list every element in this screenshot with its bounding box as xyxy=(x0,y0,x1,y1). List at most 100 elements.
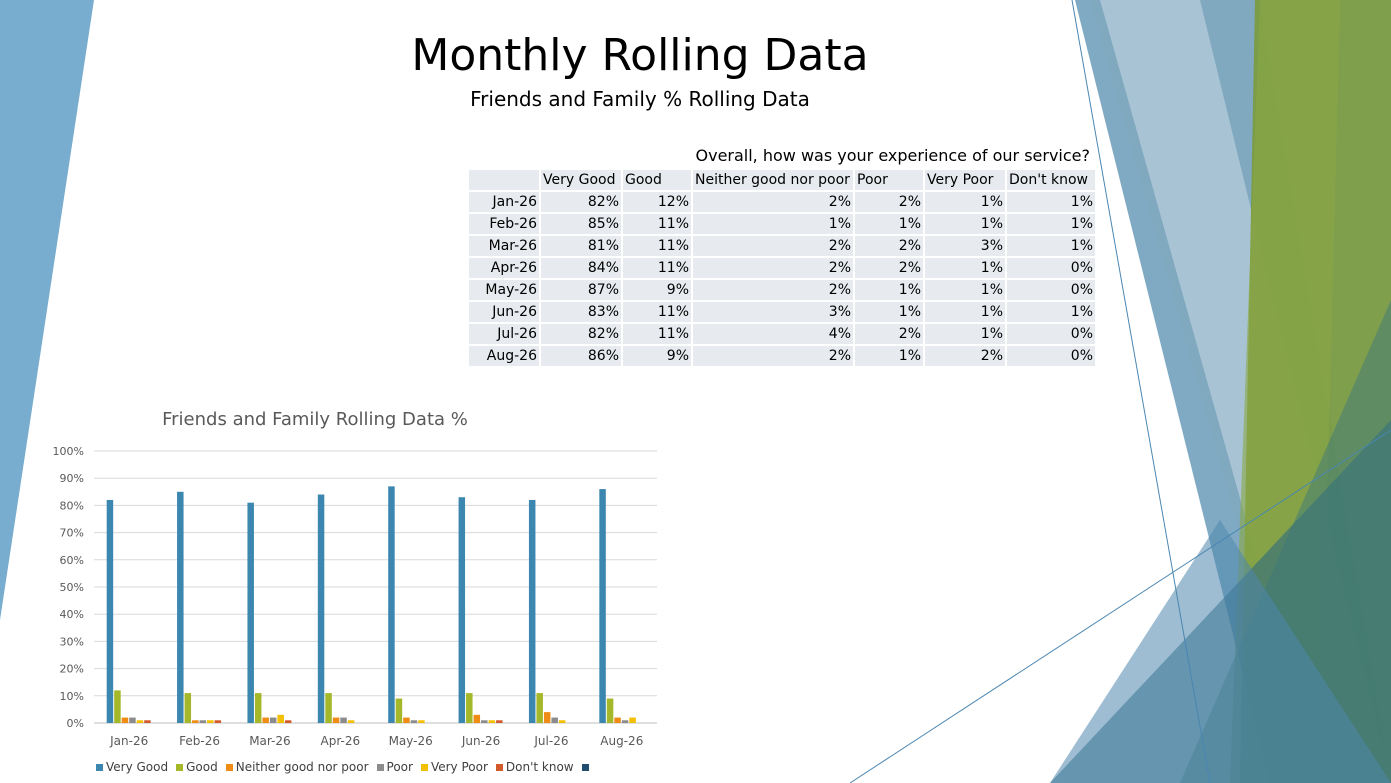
bar-neither-good-nor-poor xyxy=(332,717,340,723)
legend-label: Don't know xyxy=(505,760,574,774)
x-tick-label: Jun-26 xyxy=(461,734,500,748)
bar-neither-good-nor-poor xyxy=(403,717,410,723)
bar-very-poor xyxy=(207,720,214,723)
y-tick-label: 80% xyxy=(60,499,84,512)
value-cell: 1% xyxy=(1007,302,1095,324)
header-cell: Don't know xyxy=(1007,170,1095,192)
legend-swatch xyxy=(420,763,428,771)
x-tick-label: Feb-26 xyxy=(179,734,220,748)
legend-label: Poor xyxy=(386,760,413,774)
bar-don-t-know xyxy=(496,720,503,723)
y-tick-label: 0% xyxy=(67,717,84,730)
y-tick-label: 10% xyxy=(60,690,84,703)
header-cell: Poor xyxy=(855,170,923,192)
bar-very-poor xyxy=(488,720,496,723)
bar-neither-good-nor-poor xyxy=(121,717,129,723)
chart-title: Friends and Family Rolling Data % xyxy=(162,409,468,430)
value-cell: 2% xyxy=(693,258,853,280)
chart-legend: Very Good Good Neither good nor poor Poor Ve… xyxy=(96,760,592,774)
legend-item: Poor xyxy=(376,760,413,774)
table-row: Jun-26 83% 11% 3% 1% 1% 1% xyxy=(469,302,1095,324)
value-cell: 2% xyxy=(693,236,853,258)
month-cell: Jan-26 xyxy=(469,192,539,214)
value-cell: 12% xyxy=(623,192,691,214)
value-cell: 0% xyxy=(1007,346,1095,368)
bar-don-t-know xyxy=(284,720,292,723)
table-row: Mar-26 81% 11% 2% 2% 3% 1% xyxy=(469,236,1095,258)
value-cell: 86% xyxy=(541,346,621,368)
value-cell: 9% xyxy=(623,346,691,368)
bar-neither-good-nor-poor xyxy=(262,717,269,723)
value-cell: 81% xyxy=(541,236,621,258)
value-cell: 82% xyxy=(541,324,621,346)
value-cell: 0% xyxy=(1007,280,1095,302)
value-cell: 1% xyxy=(1007,192,1095,214)
x-tick-label: Jan-26 xyxy=(109,734,148,748)
bar-good xyxy=(536,693,543,723)
slide-subtitle: Friends and Family % Rolling Data xyxy=(470,87,810,111)
bar-good xyxy=(325,693,332,723)
value-cell: 1% xyxy=(925,280,1005,302)
x-tick-label: Aug-26 xyxy=(600,734,643,748)
value-cell: 1% xyxy=(1007,236,1095,258)
bar-chart: 0% 10% 20% 30% 40% 50% 60% 70% 80% 90% 100% Jan-26 F… xyxy=(53,445,657,748)
bar-don-t-know xyxy=(144,720,151,723)
legend-swatch xyxy=(96,763,103,771)
y-tick-label: 50% xyxy=(60,581,84,594)
value-cell: 0% xyxy=(1007,258,1095,280)
table-row: Jul-26 82% 11% 4% 2% 1% 0% xyxy=(469,324,1095,346)
value-cell: 1% xyxy=(855,302,923,324)
legend-item: Don't know xyxy=(495,760,574,774)
bar-very-poor xyxy=(347,720,355,723)
bar-very-poor xyxy=(277,714,284,723)
legend-item: Good xyxy=(176,760,218,774)
value-cell: 4% xyxy=(693,324,853,346)
bar-poor xyxy=(481,720,488,723)
bar-poor xyxy=(129,717,136,723)
legend-label: Good xyxy=(186,760,218,774)
value-cell: 1% xyxy=(855,214,923,236)
bar-very-good xyxy=(458,497,466,723)
value-cell: 2% xyxy=(855,258,923,280)
bar-good xyxy=(254,693,262,723)
table-question: Overall, how was your experience of our … xyxy=(695,146,1091,165)
bar-very-poor xyxy=(418,720,425,723)
y-tick-label: 90% xyxy=(60,472,84,485)
y-tick-label: 70% xyxy=(60,527,84,540)
value-cell: 2% xyxy=(855,324,923,346)
bar-good xyxy=(114,690,121,723)
y-tick-label: 20% xyxy=(60,663,84,676)
x-tick-label: May-26 xyxy=(389,734,433,748)
bar-poor xyxy=(410,720,418,723)
legend-label: Very Good xyxy=(106,760,169,774)
x-tick-label: Apr-26 xyxy=(321,734,361,748)
month-cell: Apr-26 xyxy=(469,258,539,280)
table-row: Aug-26 86% 9% 2% 1% 2% 0% xyxy=(469,346,1095,368)
table-row: May-26 87% 9% 2% 1% 1% 0% xyxy=(469,280,1095,302)
value-cell: 1% xyxy=(925,214,1005,236)
value-cell: 11% xyxy=(623,324,691,346)
bar-good xyxy=(184,693,192,723)
x-tick-label: Jul-26 xyxy=(533,734,568,748)
bar-very-good xyxy=(106,499,114,723)
bar-poor xyxy=(551,717,558,723)
bar-poor xyxy=(340,717,347,723)
value-cell: 85% xyxy=(541,214,621,236)
bar-very-good xyxy=(528,499,536,723)
value-cell: 1% xyxy=(855,280,923,302)
value-cell: 2% xyxy=(925,346,1005,368)
legend-label: Neither good nor poor xyxy=(235,760,369,774)
header-cell: Very Poor xyxy=(925,170,1005,192)
bar-very-good xyxy=(388,486,395,723)
bar-very-good xyxy=(317,494,325,723)
legend-item xyxy=(581,760,592,774)
value-cell: 1% xyxy=(855,346,923,368)
y-tick-label: 100% xyxy=(53,445,84,458)
bar-neither-good-nor-poor xyxy=(473,714,481,723)
value-cell: 3% xyxy=(693,302,853,324)
table-row: Jan-26 82% 12% 2% 2% 1% 1% xyxy=(469,192,1095,214)
value-cell: 2% xyxy=(855,192,923,214)
value-cell: 84% xyxy=(541,258,621,280)
bar-poor xyxy=(621,720,629,723)
